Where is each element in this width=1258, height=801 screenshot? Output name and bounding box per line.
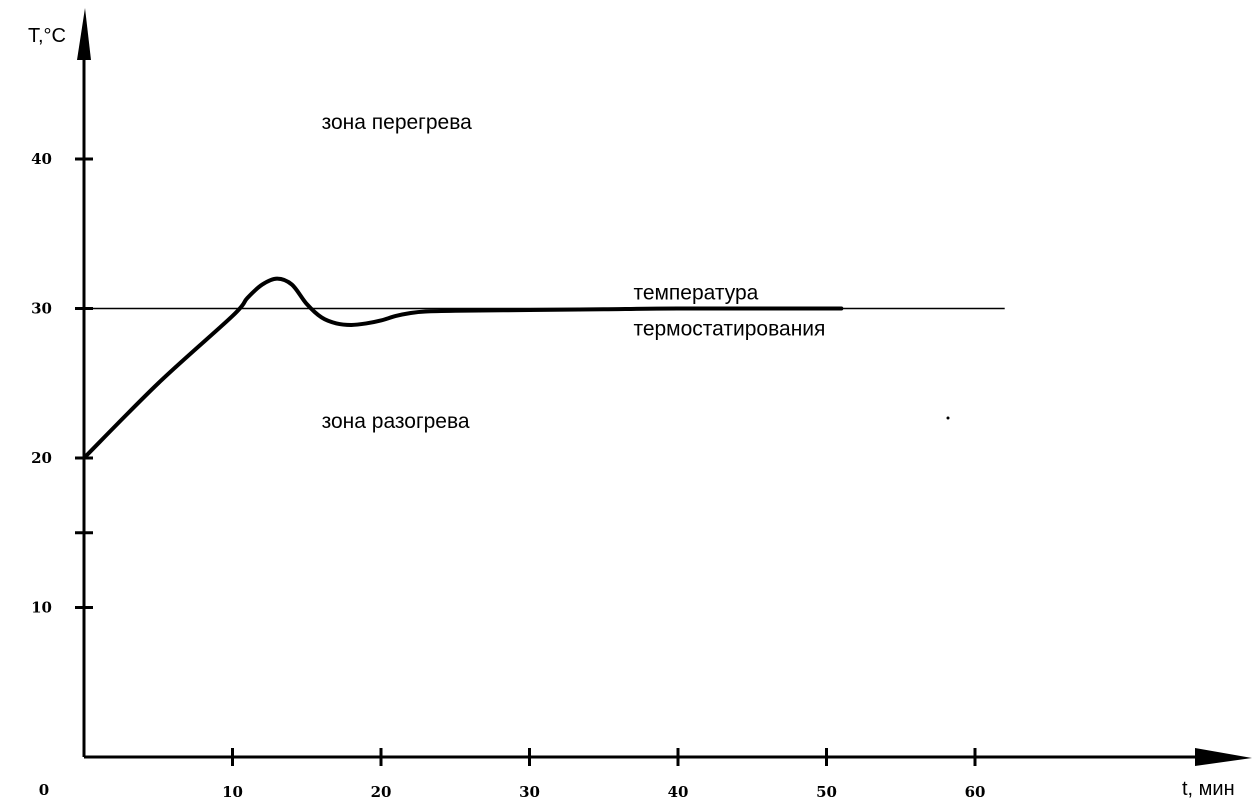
x-axis-arrow bbox=[1195, 748, 1252, 766]
series bbox=[84, 279, 1005, 458]
annotation-2: температура bbox=[633, 282, 758, 305]
x-tick-label: 60 bbox=[965, 783, 986, 801]
x-axis-label: t, мин bbox=[1182, 778, 1235, 800]
ticks bbox=[75, 159, 975, 766]
x-tick-label: 30 bbox=[519, 783, 540, 801]
stray-dot bbox=[947, 417, 950, 420]
annotation-4: зона разогрева bbox=[322, 410, 470, 433]
origin-label: 0 bbox=[39, 781, 49, 799]
y-tick-label: 30 bbox=[31, 300, 52, 318]
y-axis-label: T,°C bbox=[28, 25, 66, 47]
annotation-3: термостатирования bbox=[633, 317, 825, 340]
y-tick-label: 20 bbox=[31, 449, 52, 467]
x-tick-label: 40 bbox=[668, 783, 689, 801]
axes bbox=[77, 8, 1252, 766]
x-tick-label: 10 bbox=[222, 783, 243, 801]
annotation-1: зона перегрева bbox=[322, 111, 473, 134]
y-tick-label: 40 bbox=[31, 150, 52, 168]
y-axis-arrow bbox=[77, 8, 91, 60]
x-tick-label: 20 bbox=[371, 783, 392, 801]
labels: 10 20 30 40 50 60 10 20 30 40 0 T,°C t, мин зона пере… bbox=[28, 25, 1235, 801]
x-tick-label: 50 bbox=[816, 783, 837, 801]
y-tick-label: 10 bbox=[31, 599, 52, 617]
